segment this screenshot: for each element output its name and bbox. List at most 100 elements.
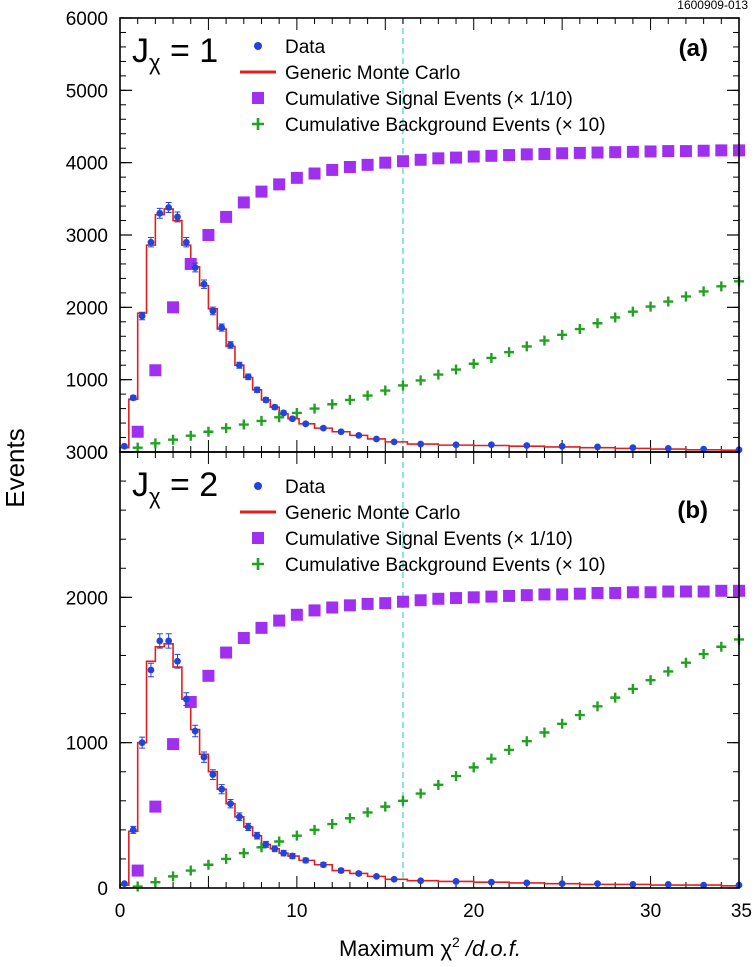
- data-point: [319, 424, 327, 432]
- signal-point: [679, 585, 692, 598]
- background-point: [150, 438, 161, 449]
- plot-frame: [119, 451, 740, 889]
- data-point: [271, 845, 279, 853]
- data-point: [373, 435, 380, 443]
- y-tick-label: 1000: [66, 371, 108, 392]
- signal-point: [644, 145, 657, 158]
- data-point: [523, 442, 531, 449]
- legend-signal-marker: [252, 92, 264, 104]
- legend-label-mc: Generic Monte Carlo: [285, 63, 460, 84]
- background-point: [610, 692, 621, 703]
- data-point: [227, 800, 234, 808]
- background-point: [238, 848, 249, 859]
- signal-point: [414, 153, 427, 166]
- background-point: [504, 744, 515, 755]
- background-point: [698, 649, 709, 660]
- data-point: [262, 396, 270, 404]
- background-point: [680, 291, 691, 302]
- data-point: [209, 307, 217, 315]
- background-point: [433, 369, 444, 380]
- data-point: [280, 409, 287, 417]
- x-axis-label-suffix: /d.o.f.: [460, 936, 521, 961]
- background-point: [362, 390, 373, 401]
- data-point: [182, 238, 190, 246]
- background-point: [716, 641, 727, 652]
- background-point: [663, 666, 674, 677]
- panel-title: Jχ = 2: [132, 466, 218, 509]
- x-axis-label-main: Maximum χ: [339, 936, 452, 961]
- background-point: [539, 727, 550, 738]
- signal-point: [149, 800, 162, 813]
- data-point: [289, 415, 296, 423]
- signal-point: [609, 146, 622, 159]
- data-point: [147, 238, 155, 246]
- background-point: [716, 281, 727, 292]
- data-point: [138, 739, 146, 747]
- signal-point: [467, 591, 480, 604]
- data-point: [337, 428, 345, 436]
- background-point: [274, 836, 285, 847]
- data-point: [227, 341, 234, 349]
- signal-point: [520, 589, 533, 602]
- signal-point: [167, 301, 180, 314]
- data-point: [523, 879, 531, 887]
- background-point: [592, 701, 603, 712]
- signal-point: [202, 229, 215, 241]
- background-point: [185, 865, 196, 876]
- data-point: [302, 420, 310, 428]
- background-point: [344, 394, 355, 405]
- signal-point: [662, 585, 675, 598]
- legend-signal-marker: [252, 532, 264, 544]
- background-point: [380, 385, 391, 396]
- data-point: [218, 785, 226, 793]
- data-point: [253, 832, 261, 840]
- signal-point: [343, 161, 356, 174]
- signal-point: [167, 738, 180, 751]
- signal-point: [715, 144, 728, 157]
- legend-label-background: Cumulative Background Events (× 10): [285, 555, 606, 576]
- data-point: [302, 856, 310, 864]
- background-point: [380, 801, 391, 812]
- background-point: [539, 335, 550, 346]
- signal-point: [591, 146, 604, 159]
- data-point: [289, 852, 296, 860]
- panel-title-sub: χ: [149, 484, 161, 509]
- panel-title: Jχ = 1: [132, 32, 218, 75]
- signal-point: [290, 171, 303, 184]
- signal-point: [396, 155, 409, 168]
- signal-point: [379, 597, 392, 610]
- background-point: [185, 430, 196, 441]
- signal-point: [237, 196, 250, 209]
- background-point: [574, 710, 585, 721]
- signal-point: [432, 152, 445, 165]
- y-axis-label: Events: [0, 428, 30, 508]
- data-point: [280, 849, 287, 857]
- background-point: [627, 683, 638, 694]
- background-point: [291, 830, 302, 841]
- data-point: [700, 881, 708, 889]
- background-point: [645, 675, 656, 686]
- background-point: [221, 423, 232, 434]
- background-point: [610, 312, 621, 323]
- signal-point: [396, 595, 409, 608]
- y-tick-label: 0: [97, 879, 108, 900]
- signal-point: [326, 163, 339, 176]
- data-point: [165, 637, 173, 645]
- signal-point: [679, 145, 692, 158]
- signal-point: [361, 158, 374, 171]
- x-tick-label: 35: [731, 901, 752, 922]
- data-point: [271, 403, 279, 411]
- mc-histogram: [119, 208, 739, 452]
- signal-point: [626, 145, 639, 158]
- data-point: [558, 880, 566, 888]
- background-point: [627, 306, 638, 317]
- background-point: [274, 412, 285, 423]
- data-point: [200, 280, 208, 288]
- background-point: [680, 657, 691, 668]
- background-point: [468, 358, 479, 369]
- data-point: [488, 441, 495, 449]
- signal-point: [414, 594, 427, 607]
- legend: Data Generic Monte Carlo Cumulative Signal…: [240, 37, 606, 136]
- legend-label-data: Data: [285, 477, 326, 498]
- x-tick-labels: 0 10 20 30 35: [115, 901, 752, 922]
